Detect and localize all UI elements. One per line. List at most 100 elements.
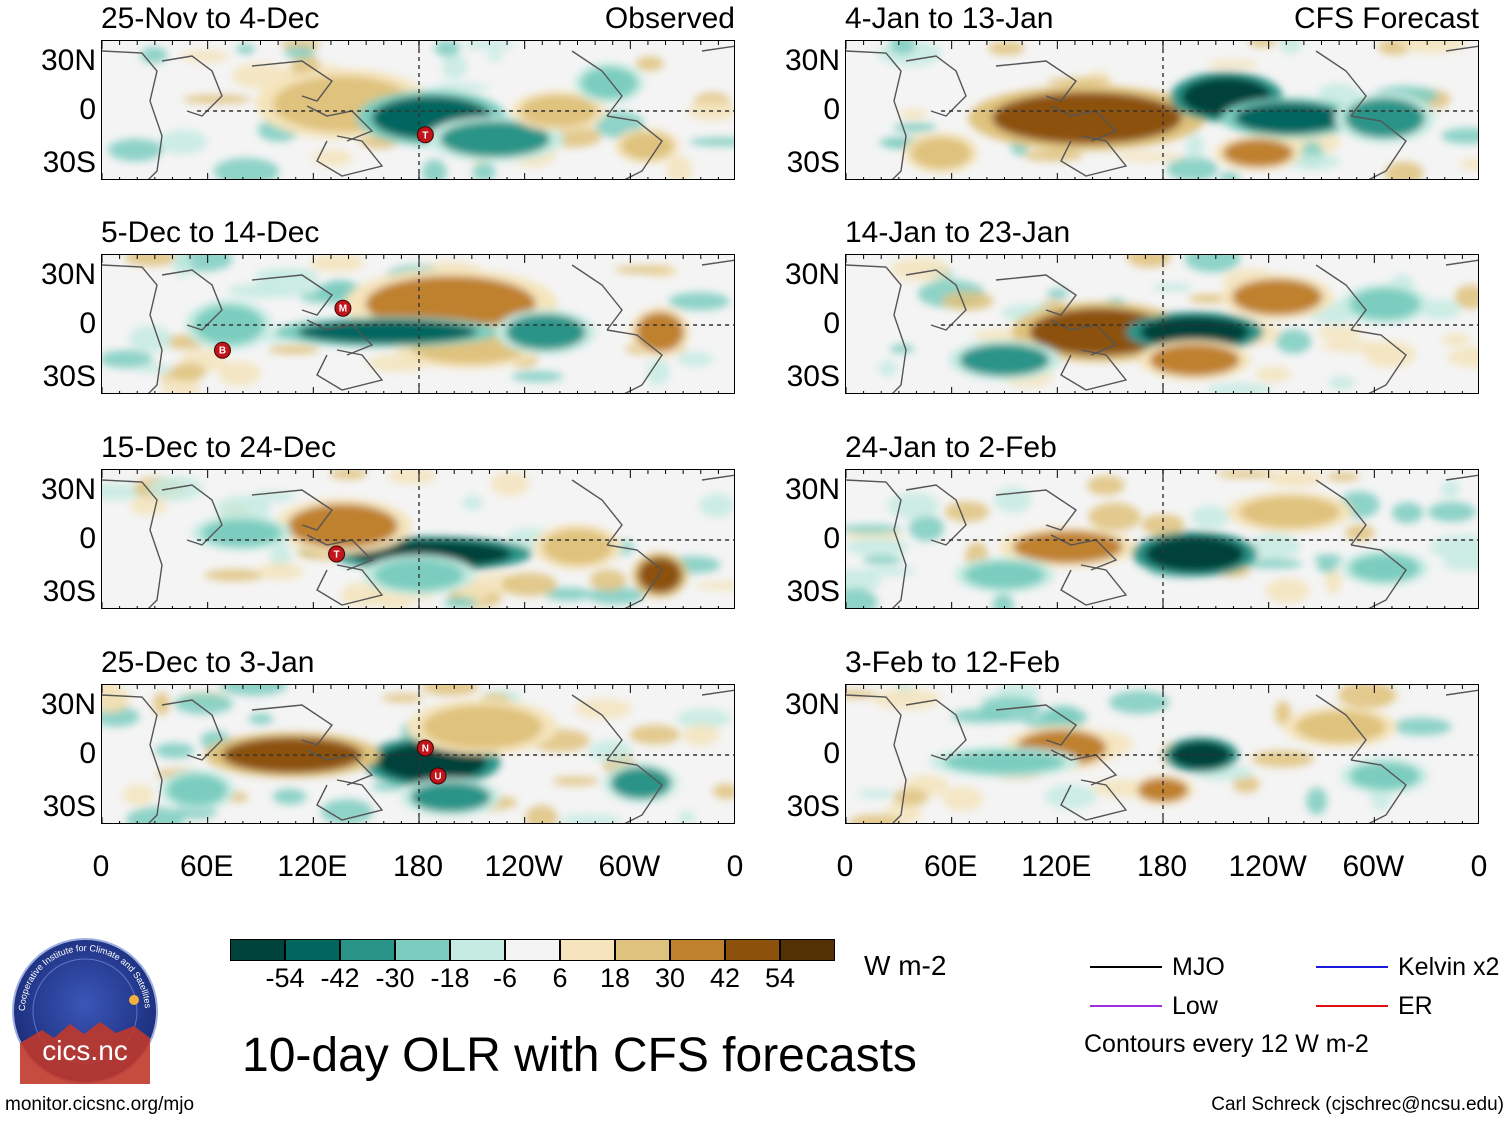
- olr-anomaly-cell: [1109, 690, 1170, 714]
- olr-anomaly-core: [1149, 344, 1240, 376]
- site-link[interactable]: monitor.cicsnc.org/mjo: [5, 1094, 195, 1115]
- logo-text: cics.nc: [42, 1035, 128, 1066]
- lon-tick-label: 120E: [1021, 850, 1092, 883]
- olr-anomaly-cell: [1306, 787, 1328, 815]
- olr-anomaly-cell: [1441, 555, 1478, 571]
- olr-anomaly-cell: [846, 588, 878, 608]
- panel-title: 3-Feb to 12-Feb: [845, 646, 1061, 679]
- olr-anomaly-cell: [311, 149, 354, 167]
- olr-anomaly-core: [944, 750, 1065, 774]
- olr-anomaly-cell: [1219, 172, 1240, 179]
- olr-anomaly-core: [1234, 102, 1345, 134]
- colorbar-swatch: [560, 939, 615, 961]
- colorbar-tick-label: 30: [654, 963, 686, 993]
- olr-anomaly-cell: [123, 784, 154, 806]
- olr-anomaly-cell: [846, 569, 881, 594]
- colorbar-tick-label: 6: [552, 963, 568, 993]
- olr-anomaly-cell: [1044, 784, 1097, 809]
- olr-anomaly-cell: [1255, 366, 1292, 382]
- olr-anomaly-cell: [629, 724, 681, 745]
- colorbar-swatch: [780, 939, 835, 961]
- olr-anomaly-cell: [647, 358, 670, 386]
- lat-tick-label: 30N: [40, 44, 96, 77]
- contour-note: Contours every 12 W m-2: [1084, 1030, 1369, 1058]
- olr-anomaly-cell: [891, 257, 950, 282]
- olr-anomaly-core: [991, 92, 1182, 144]
- olr-anomaly-cell: [1188, 294, 1230, 304]
- olr-anomaly-core: [1344, 98, 1425, 138]
- olr-anomaly-cell: [501, 572, 558, 597]
- tropical-cyclone-marker: [334, 299, 352, 317]
- olr-anomaly-cell: [589, 569, 627, 591]
- legend-line: [1090, 1005, 1162, 1007]
- lat-tick-label: 30N: [784, 44, 840, 77]
- olr-anomaly-cell: [1317, 325, 1363, 341]
- colorbar-tick-label: -6: [492, 963, 517, 993]
- lat-tick-label: 0: [823, 522, 840, 555]
- colorbar-swatch: [670, 939, 725, 961]
- colorbar-tick-label: -42: [320, 963, 360, 993]
- olr-anomaly-cell: [153, 692, 170, 716]
- olr-anomaly-cell: [1314, 554, 1343, 565]
- olr-anomaly-cell: [1441, 480, 1460, 499]
- olr-anomaly-cell: [892, 122, 937, 133]
- olr-anomaly-cell: [256, 271, 319, 297]
- olr-anomaly-cell: [173, 255, 192, 278]
- olr-anomaly-core: [1144, 536, 1245, 572]
- lat-tick-label: 30N: [784, 258, 840, 291]
- panel-title: 25-Dec to 3-Jan: [101, 646, 315, 679]
- lon-tick-label: 0: [726, 850, 744, 883]
- lat-tick-label: 30N: [40, 688, 96, 721]
- lat-tick-label: 30N: [40, 258, 96, 291]
- olr-anomaly-core: [581, 67, 638, 99]
- olr-anomaly-cell: [422, 685, 479, 696]
- colorbar-swatch: [615, 939, 670, 961]
- olr-anomaly-cell: [899, 108, 928, 120]
- legend-line: [1090, 966, 1162, 968]
- olr-anomaly-cell: [1141, 514, 1185, 536]
- olr-anomaly-cell: [525, 805, 558, 823]
- olr-anomaly-cell: [169, 363, 207, 381]
- olr-anomaly-cell: [213, 157, 279, 179]
- lon-tick-label: 0: [1470, 850, 1488, 883]
- olr-anomaly-cell: [155, 742, 195, 759]
- olr-anomaly-cell: [1419, 299, 1461, 320]
- olr-anomaly-cell: [1391, 502, 1424, 524]
- panel-title: 15-Dec to 24-Dec: [101, 431, 337, 464]
- olr-anomaly-cell: [218, 361, 261, 386]
- olr-anomaly-cell: [102, 685, 130, 713]
- olr-anomaly-cell: [174, 693, 233, 715]
- lon-tick-label: 180: [1136, 850, 1188, 883]
- olr-anomaly-cell: [1317, 562, 1337, 573]
- olr-anomaly-cell: [559, 814, 622, 823]
- colorbar-swatch: [505, 939, 560, 961]
- legend-line: [1316, 966, 1388, 968]
- olr-anomaly-cell: [472, 162, 496, 179]
- colorbar-tick-label: -54: [265, 963, 305, 993]
- lat-tick-label: 30S: [786, 575, 840, 608]
- olr-anomaly-cell: [1248, 41, 1277, 48]
- lon-tick-label: 120E: [277, 850, 348, 883]
- olr-anomaly-core: [1349, 288, 1420, 320]
- olr-anomaly-cell: [1326, 472, 1361, 482]
- olr-anomaly-cell: [1447, 346, 1478, 368]
- olr-anomaly-cell: [511, 371, 564, 382]
- olr-anomaly-cell: [487, 51, 504, 62]
- olr-anomaly-cell: [574, 699, 632, 719]
- olr-anomaly-cell: [182, 94, 251, 104]
- olr-anomaly-core: [1012, 531, 1123, 563]
- olr-anomaly-cell: [1338, 685, 1396, 709]
- olr-anomaly-cell: [133, 363, 173, 374]
- lat-tick-label: 30S: [42, 146, 96, 179]
- colorbar-swatch: [395, 939, 450, 961]
- olr-anomaly-cell: [677, 352, 714, 367]
- lat-tick-label: 30N: [40, 473, 96, 506]
- olr-anomaly-cell: [588, 740, 633, 762]
- olr-anomaly-core: [610, 767, 671, 799]
- storm-label: T: [422, 130, 428, 141]
- olr-anomaly-core: [1223, 139, 1294, 167]
- olr-anomaly-cell: [1087, 475, 1125, 496]
- olr-anomaly-core: [1029, 308, 1170, 356]
- olr-anomaly-cell: [124, 255, 178, 267]
